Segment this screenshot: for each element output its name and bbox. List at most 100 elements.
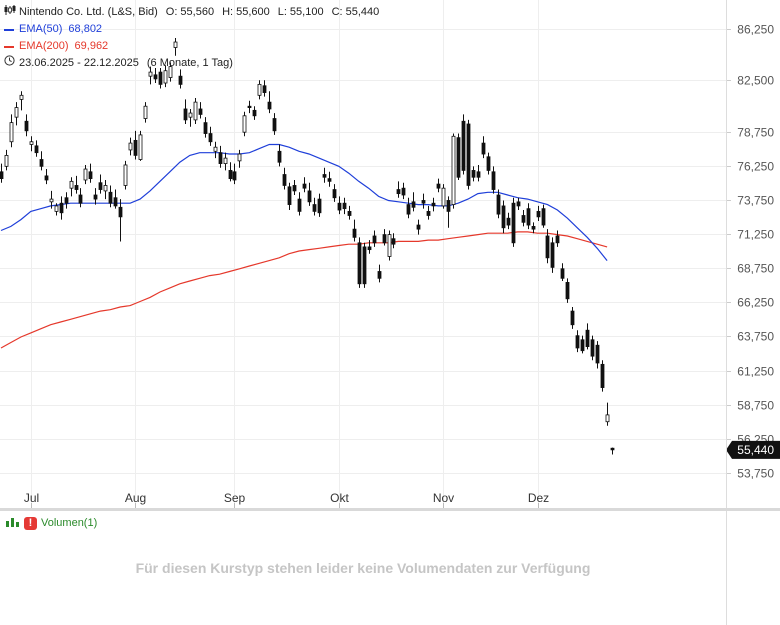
candle [257, 80, 262, 100]
candle-body-down [426, 210, 431, 216]
candle [24, 114, 29, 137]
candle-body-down [282, 174, 287, 186]
y-tick-label: 76,250 [737, 160, 774, 174]
candle [98, 174, 103, 194]
candle [560, 263, 565, 282]
candle [421, 193, 426, 209]
candle [133, 130, 138, 160]
candle [223, 152, 228, 171]
candle [69, 177, 74, 197]
candle [372, 230, 377, 247]
candle [39, 151, 44, 171]
ema50-value: 68,802 [68, 23, 103, 35]
ema50-line [0, 143, 608, 261]
candle [600, 360, 605, 392]
candle-body-down [44, 175, 49, 181]
candle [550, 237, 555, 273]
candle-body-down [496, 194, 501, 215]
candle [382, 229, 387, 246]
candle-body-down [198, 108, 203, 115]
candle [54, 203, 59, 216]
candle-body-down [153, 74, 158, 80]
candle [391, 233, 396, 249]
candle [481, 136, 486, 159]
candle [362, 242, 367, 288]
candle-body-down [436, 183, 441, 189]
candle-body-down [34, 145, 39, 154]
candle [451, 133, 456, 209]
legend-ema200-row[interactable]: EMA(200) 69,962 [4, 38, 379, 55]
candle [193, 98, 198, 124]
candle-body-up [193, 101, 198, 121]
candle-body-down [342, 202, 347, 210]
candle [168, 62, 173, 82]
candle-body-down [461, 120, 466, 171]
candle [396, 181, 401, 198]
candle [536, 205, 541, 221]
candle-body-down [133, 139, 138, 156]
candle [307, 182, 312, 206]
candle-body-down [332, 189, 337, 199]
candle-body-down [491, 171, 496, 190]
candle-body-down [277, 150, 282, 163]
candle-body-down [0, 171, 4, 180]
y-tick-label: 66,250 [737, 296, 774, 310]
ema200-swatch [4, 45, 14, 48]
candle-body-down [526, 208, 531, 226]
candle [173, 37, 178, 56]
legend-ema50-row[interactable]: EMA(50) 68,802 [4, 21, 379, 38]
candle-body-up [138, 134, 143, 160]
candle-body-down [59, 202, 64, 214]
last-price-label: 55,440 [737, 443, 774, 457]
candle-body-down [302, 183, 307, 189]
candle [19, 91, 24, 111]
candle-body-down [203, 122, 208, 134]
y-tick-label: 73,750 [737, 194, 774, 208]
close-label: C: [331, 6, 343, 18]
candle [203, 117, 208, 138]
open-label: O: [165, 6, 178, 18]
candle [123, 160, 128, 190]
candle-body-down [446, 200, 451, 212]
y-tick-label: 61,250 [737, 365, 774, 379]
candle-body-up [29, 141, 34, 145]
candle [456, 133, 461, 180]
close-value: 55,440 [345, 6, 380, 18]
candle-body-down [292, 185, 297, 192]
candle [496, 189, 501, 219]
warning-icon[interactable]: ! [24, 516, 37, 530]
candle [228, 162, 233, 182]
candle-body-up [83, 168, 88, 181]
last-price-badge [726, 440, 780, 459]
pane-separator[interactable] [0, 508, 780, 511]
candle [93, 188, 98, 205]
candle-body-down [391, 238, 396, 245]
candle [302, 177, 307, 193]
candle [103, 179, 108, 200]
candle-body-down [24, 120, 29, 132]
candle [277, 144, 282, 167]
candle [357, 237, 362, 288]
y-tick-label: 68,750 [737, 262, 774, 276]
candle [29, 136, 34, 152]
candle-body-up [441, 187, 446, 207]
candle-body-down [218, 152, 223, 164]
candle-body-down [550, 242, 555, 268]
candle-body-down [252, 109, 257, 117]
candle-body-down [466, 123, 471, 186]
candle [486, 152, 491, 175]
ema200-series [0, 231, 608, 349]
ema200-value: 69,962 [74, 40, 109, 52]
candle [411, 192, 416, 212]
candle-body-down [416, 224, 421, 230]
candle [292, 179, 297, 196]
low-label: L: [277, 6, 287, 18]
candle [282, 167, 287, 190]
candle [327, 171, 332, 187]
candle-body-up [242, 115, 247, 133]
candle-body-down [78, 194, 83, 204]
candle [178, 69, 183, 89]
candle [128, 137, 133, 156]
